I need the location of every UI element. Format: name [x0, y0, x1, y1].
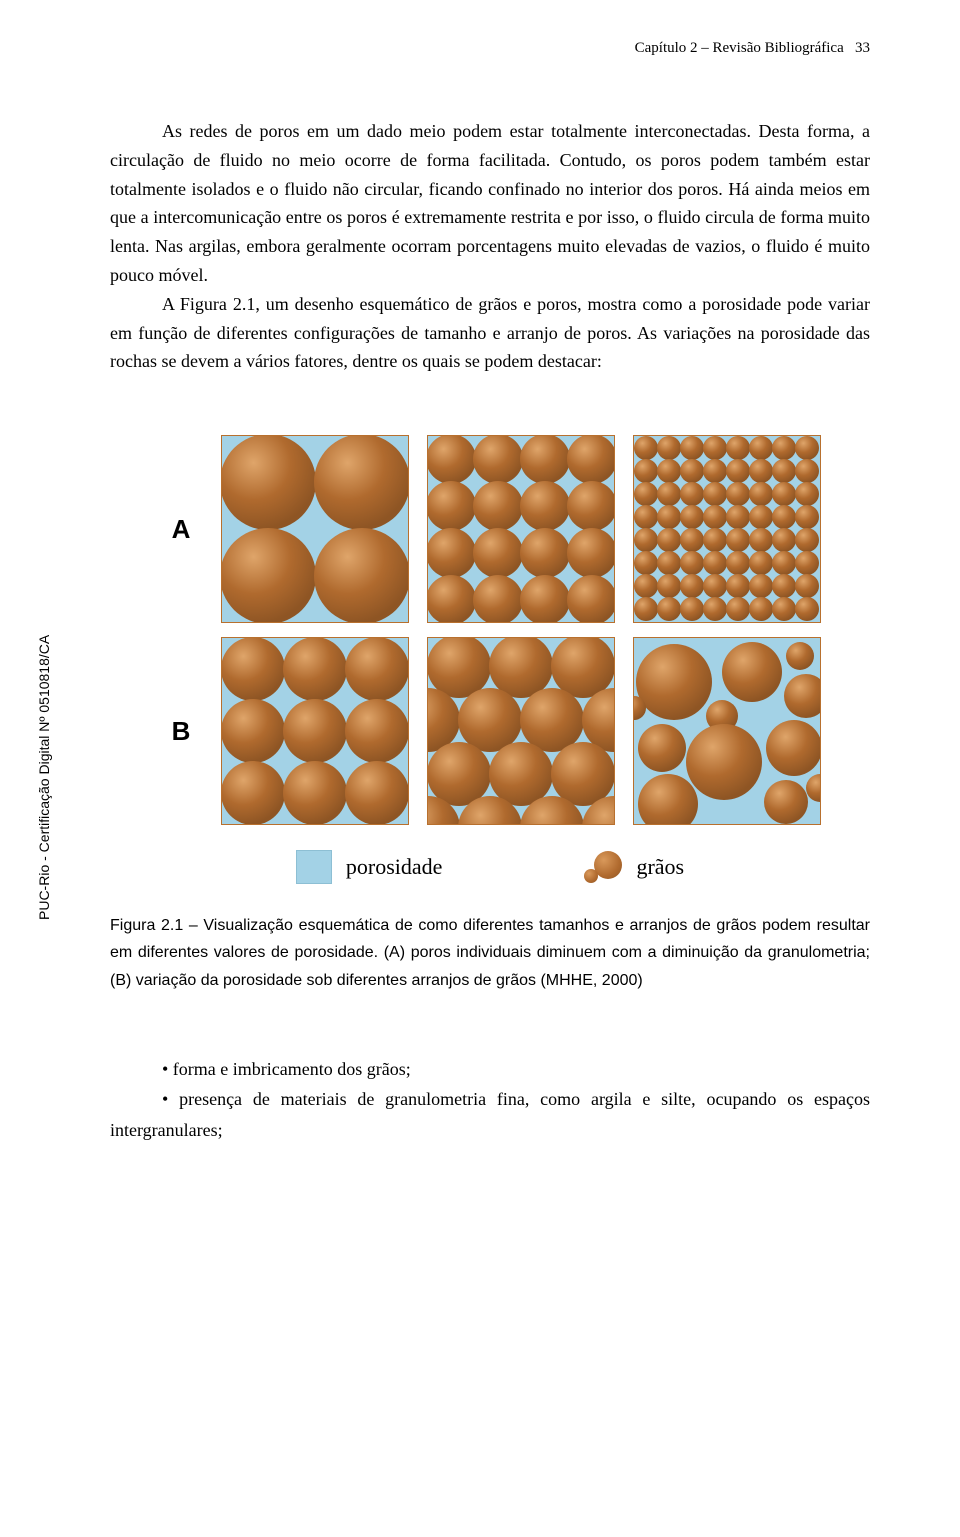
figure-2-1: A: [110, 436, 870, 884]
porosity-swatch-icon: [296, 850, 332, 884]
figure-caption: Figura 2.1 – Visualização esquemática de…: [110, 912, 870, 994]
paragraph-2: A Figura 2.1, um desenho esquemático de …: [110, 290, 870, 376]
page: Capítulo 2 – Revisão Bibliográfica 33 As…: [0, 0, 960, 1186]
panel-b2: [427, 637, 615, 825]
bullet-1: • forma e imbricamento dos grãos;: [110, 1054, 870, 1085]
bullet-2: • presença de materiais de granulometria…: [110, 1084, 870, 1145]
page-number: 33: [855, 40, 870, 56]
row-label-a: A: [161, 514, 201, 545]
page-header: Capítulo 2 – Revisão Bibliográfica 33: [110, 40, 870, 57]
paragraph-1: As redes de poros em um dado meio podem …: [110, 117, 870, 290]
panel-a2: [427, 435, 615, 623]
legend-grains-label: grãos: [636, 854, 684, 880]
grain-icon: [580, 851, 622, 883]
legend-porosity-label: porosidade: [346, 854, 443, 880]
panel-a1: [221, 435, 409, 623]
panel-a3: [633, 435, 821, 623]
bullet-list: • forma e imbricamento dos grãos; • pres…: [110, 1054, 870, 1146]
chapter-label: Capítulo 2 – Revisão Bibliográfica: [635, 40, 844, 56]
panel-b3: [633, 637, 821, 825]
row-label-b: B: [161, 716, 201, 747]
figure-legend: porosidade grãos: [296, 850, 684, 884]
figure-grid: A: [161, 436, 819, 824]
body-text: As redes de poros em um dado meio podem …: [110, 117, 870, 376]
panel-b1: [221, 637, 409, 825]
certification-side-label: PUC-Rio - Certificação Digital Nº 051081…: [36, 635, 52, 920]
